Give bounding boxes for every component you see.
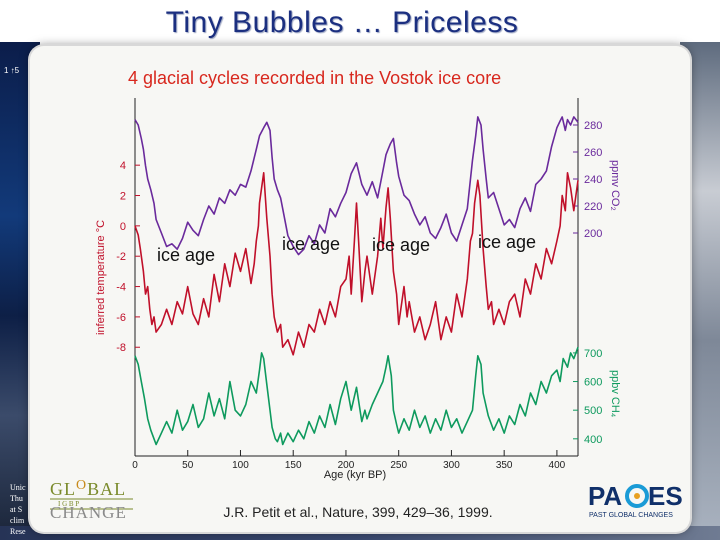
pages-logo-left: PA	[588, 481, 622, 511]
slide-title: Tiny Bubbles … Priceless	[165, 6, 519, 39]
co2-tick-label: 200	[584, 228, 602, 240]
pages-logo: PA ES PAST GLOBAL CHANGES	[588, 481, 683, 519]
figure-panel	[30, 46, 690, 532]
temperature-tick-label: -6	[116, 312, 126, 324]
corner-label: 1 ↑5	[4, 66, 20, 75]
side-note-line: at S	[10, 505, 23, 514]
global-change-logo: GLOBAL I G B P CHANGE	[50, 478, 133, 522]
co2-tick-label: 240	[584, 174, 602, 186]
x-tick-label: 150	[285, 460, 302, 471]
citation: J.R. Petit et al., Nature, 399, 429–36, …	[223, 504, 492, 520]
svg-text:GLOBAL: GLOBAL	[50, 478, 126, 499]
side-note-line: clim	[10, 516, 25, 525]
ch4-axis-label: ppbv CH₄	[609, 370, 621, 418]
x-tick-label: 350	[496, 460, 513, 471]
pages-dot-icon	[634, 493, 640, 499]
temperature-tick-label: 4	[120, 160, 126, 172]
x-axis-label: Age (kyr BP)	[324, 469, 386, 481]
logo-bal-text: BAL	[87, 479, 126, 499]
temperature-tick-label: -2	[116, 251, 126, 263]
temperature-tick-label: -4	[116, 282, 126, 294]
x-tick-label: 300	[443, 460, 460, 471]
side-note-line: Rese	[10, 527, 26, 536]
pages-globe-icon	[625, 484, 649, 508]
ice-age-annotation: ice age	[157, 245, 215, 265]
temperature-tick-label: -8	[116, 342, 126, 354]
pages-logo-right: ES	[648, 481, 683, 511]
logo-o-text: O	[76, 478, 87, 493]
ch4-tick-label: 600	[584, 377, 602, 389]
ch4-series-line	[134, 346, 579, 446]
x-tick-label: 400	[549, 460, 566, 471]
side-note: Unic Thu at S clim Rese	[10, 482, 36, 537]
temperature-tick-label: 0	[120, 221, 126, 233]
temperature-axis-label: inferred temperature °C	[95, 220, 107, 335]
x-tick-label: 250	[390, 460, 407, 471]
logo-change-text: CHANGE	[50, 503, 127, 522]
co2-tick-label: 260	[584, 147, 602, 159]
side-note-line: Thu	[10, 494, 23, 503]
x-tick-label: 50	[182, 460, 194, 471]
side-note-line: Unic	[10, 483, 26, 492]
co2-tick-label: 220	[584, 201, 602, 213]
logo-gl-text: GL	[50, 479, 76, 499]
co2-axis-label: ppmv CO₂	[609, 160, 621, 211]
co2-tick-label: 280	[584, 120, 602, 132]
temperature-series-line	[134, 172, 579, 356]
ch4-tick-label: 400	[584, 434, 602, 446]
chart-title: 4 glacial cycles recorded in the Vostok …	[128, 68, 501, 88]
temperature-tick-label: 2	[120, 191, 126, 203]
co2-series-line	[134, 116, 579, 256]
pages-subtitle: PAST GLOBAL CHANGES	[589, 512, 673, 519]
ice-age-annotation: ice age	[478, 232, 536, 252]
ice-age-annotation: ice age	[282, 234, 340, 254]
logo-igbp-text: I G B P	[58, 500, 79, 508]
x-tick-label: 200	[338, 460, 355, 471]
x-tick-label: 100	[232, 460, 249, 471]
ice-age-annotation: ice age	[372, 235, 430, 255]
x-tick-label: 0	[132, 460, 138, 471]
ch4-tick-label: 700	[584, 348, 602, 360]
ch4-tick-label: 500	[584, 405, 602, 417]
